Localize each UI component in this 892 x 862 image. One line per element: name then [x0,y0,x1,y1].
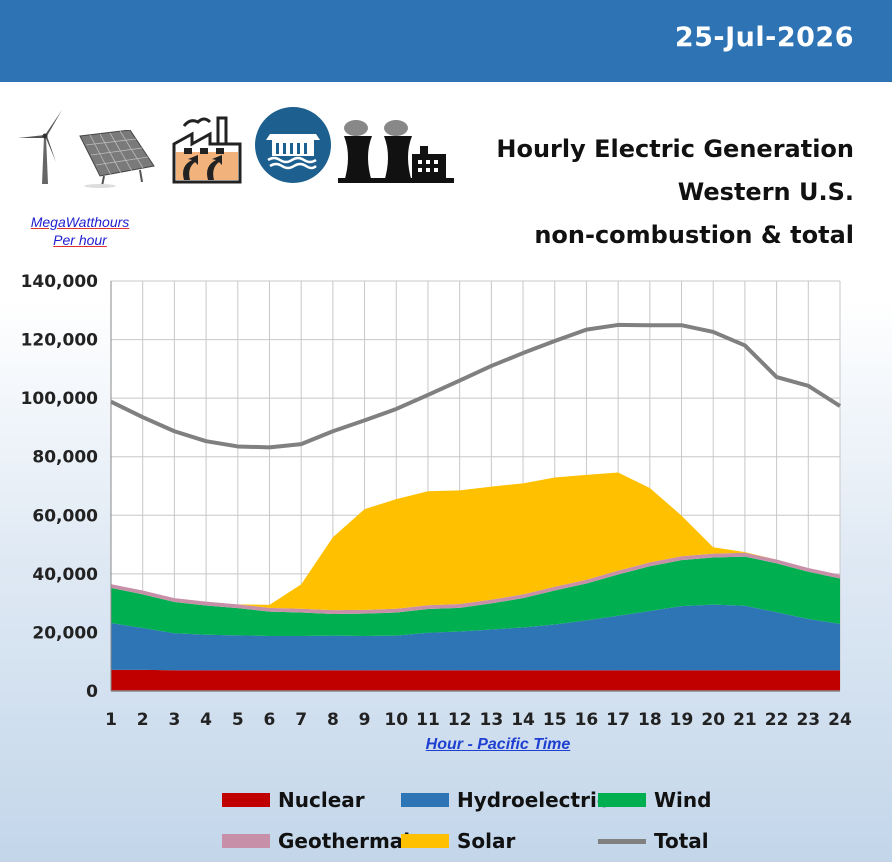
units-line2: Per hour [53,232,107,248]
title-line2: Western U.S. [677,178,854,206]
area-hydroelectric [111,604,840,671]
nuclear-plant-icon [338,120,454,183]
legend-label-wind: Wind [654,788,712,812]
area-nuclear [111,669,840,691]
legend-item-hydroelectric: Hydroelectric [401,788,609,812]
x-axis-title: Hour - Pacific Time [425,736,571,753]
area-solar [111,472,840,611]
legend-swatch-solar [401,834,449,848]
generation-chart: 0 20,000 40,000 60,000 80,000 100,000 120,000 1… [21,272,852,730]
x-tick-label: 15 [543,710,567,730]
energy-icons [14,100,464,195]
legend-label-hydroelectric: Hydroelectric [457,788,609,812]
y-tick-label: 60,000 [32,506,98,526]
legend-item-nuclear: Nuclear [222,788,365,812]
y-tick-label: 100,000 [21,389,99,409]
header-bar: 25-Jul-2026 [0,0,892,82]
x-tick-label: 1 [105,710,117,730]
x-tick-label: 8 [327,710,339,730]
x-tick-label: 24 [828,710,852,730]
x-tick-label: 20 [701,710,725,730]
x-tick-label: 16 [575,710,599,730]
legend-item-geothermal: Geothermal [222,829,410,853]
x-tick-label: 14 [511,710,535,730]
legend-swatch-hydroelectric [401,793,449,807]
y-tick-label: 120,000 [21,331,99,351]
report-date: 25-Jul-2026 [674,22,854,53]
legend-label-geothermal: Geothermal [278,829,411,853]
solar-panel-icon [79,130,155,188]
y-tick-label: 140,000 [21,272,99,292]
legend-label-nuclear: Nuclear [278,788,365,812]
legend-swatch-nuclear [222,793,270,807]
chart-title: Hourly Electric Generation Western U.S. … [496,128,854,257]
y-tick-label: 20,000 [32,623,98,643]
hydro-dam-icon [255,107,331,183]
x-tick-label: 21 [733,710,757,730]
x-tick-label: 13 [480,710,504,730]
legend-label-total: Total [654,829,709,853]
x-tick-label: 18 [638,710,662,730]
legend-item-total: Total [598,829,709,853]
title-line3: non-combustion & total [534,221,854,249]
y-tick-label: 80,000 [32,448,98,468]
legend-swatch-total [598,838,646,844]
legend-label-solar: Solar [457,829,516,853]
title-line1: Hourly Electric Generation [496,135,854,163]
x-tick-label: 11 [416,710,440,730]
x-tick-label: 10 [384,710,408,730]
chart-legend: Nuclear Hydroelectric Wind Geothermal So… [0,782,892,862]
y-tick-label: 40,000 [32,565,98,585]
x-tick-label: 9 [359,710,371,730]
x-tick-label: 4 [200,710,212,730]
line-total [110,322,842,450]
x-tick-label: 3 [168,710,180,730]
x-tick-label: 23 [796,710,820,730]
x-tick-label: 5 [232,710,244,730]
x-tick-label: 7 [295,710,307,730]
units-line1: MegaWatthours [30,214,130,230]
y-tick-label: 0 [86,682,98,702]
x-tick-label: 17 [606,710,630,730]
geothermal-plant-icon [172,116,242,184]
x-tick-label: 22 [765,710,789,730]
x-tick-label: 2 [137,710,149,730]
x-tick-label: 6 [264,710,276,730]
area-wind [111,556,840,636]
units-label: MegaWatthours Per hour [18,213,142,249]
legend-swatch-geothermal [222,834,270,848]
legend-item-solar: Solar [401,829,515,853]
x-tick-label: 12 [448,710,472,730]
area-geothermal [111,552,840,614]
legend-item-wind: Wind [598,788,711,812]
legend-swatch-wind [598,793,646,807]
wind-turbine-icon [18,110,62,184]
x-tick-label: 19 [670,710,694,730]
